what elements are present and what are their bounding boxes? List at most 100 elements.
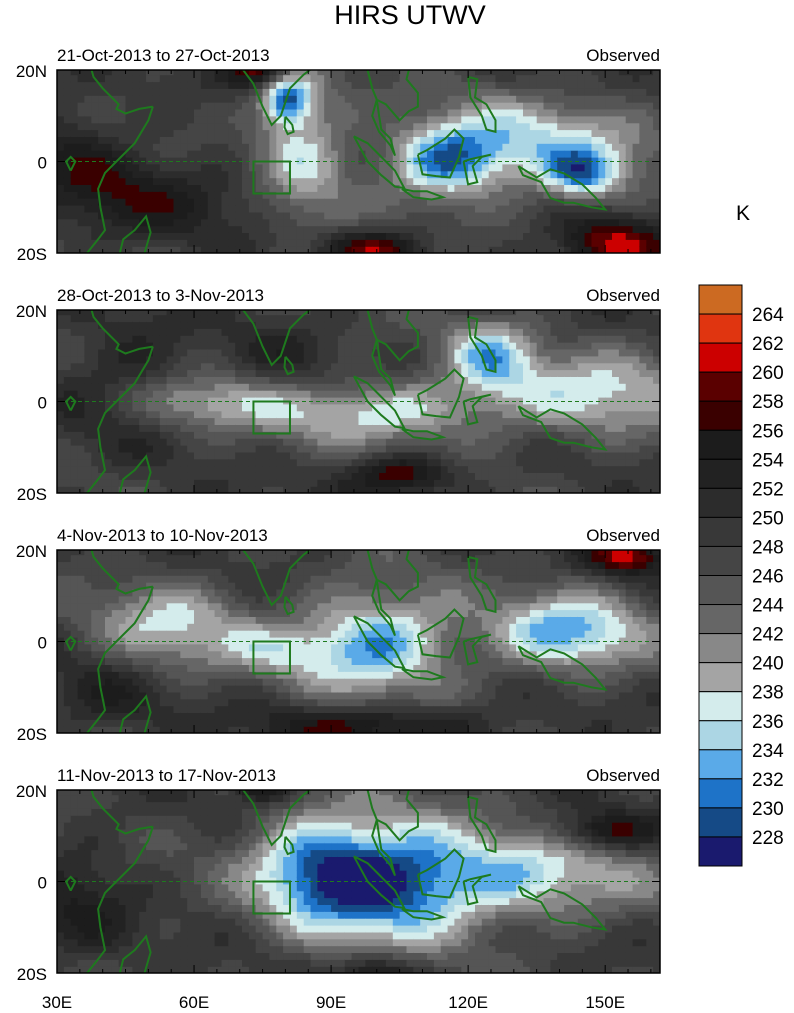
- field-cell: [63, 205, 72, 213]
- field-cell: [173, 376, 181, 384]
- field-cell: [516, 383, 524, 391]
- field-cell: [612, 321, 620, 329]
- field-cell: [475, 445, 483, 453]
- field-cell: [152, 321, 161, 329]
- field-cell: [577, 458, 586, 467]
- field-cell: [111, 355, 120, 364]
- field-cell: [118, 376, 127, 384]
- field-cell: [550, 95, 558, 103]
- field-cell: [132, 170, 140, 179]
- field-cell: [475, 472, 483, 480]
- field-cell: [536, 211, 545, 220]
- field-cell: [91, 108, 99, 117]
- field-cell: [139, 348, 147, 357]
- field-cell: [454, 170, 462, 179]
- field-cell: [632, 369, 641, 377]
- field-cell: [612, 115, 620, 124]
- field-cell: [200, 376, 209, 384]
- field-cell: [331, 376, 339, 384]
- field-cell: [516, 218, 524, 227]
- field-cell: [536, 218, 545, 227]
- field-cell: [392, 479, 401, 487]
- field-cell: [200, 211, 209, 220]
- field-cell: [433, 355, 442, 364]
- field-cell: [283, 431, 291, 439]
- field-cell: [351, 451, 360, 460]
- field-cell: [235, 335, 243, 343]
- field-cell: [214, 396, 223, 405]
- field-cell: [344, 383, 353, 391]
- field-cell: [255, 88, 264, 96]
- field-cell: [180, 314, 188, 323]
- field-cell: [461, 472, 469, 480]
- field-cell: [235, 314, 243, 323]
- field-cell: [310, 225, 318, 233]
- field-cell: [91, 335, 99, 343]
- field-cell: [91, 170, 99, 179]
- field-cell: [550, 465, 558, 473]
- field-cell: [639, 108, 647, 117]
- field-cell: [509, 150, 517, 158]
- field-cell: [125, 143, 133, 151]
- field-cell: [98, 458, 106, 467]
- field-cell: [618, 410, 627, 419]
- field-cell: [324, 246, 332, 253]
- field-cell: [77, 225, 86, 233]
- field-cell: [509, 410, 517, 419]
- field-cell: [269, 211, 277, 220]
- field-cell: [358, 74, 366, 83]
- field-cell: [290, 451, 298, 460]
- field-cell: [495, 191, 503, 199]
- field-cell: [296, 479, 305, 487]
- field-cell: [420, 396, 428, 405]
- field-cell: [269, 95, 277, 103]
- field-cell: [84, 102, 92, 110]
- field-cell: [488, 328, 497, 336]
- field-cell: [653, 369, 660, 377]
- field-cell: [146, 163, 154, 172]
- field-cell: [146, 205, 154, 213]
- field-cell: [317, 342, 325, 350]
- field-cell: [488, 74, 497, 83]
- field-cell: [221, 396, 229, 405]
- field-cell: [139, 122, 147, 131]
- field-cell: [139, 143, 147, 151]
- field-cell: [187, 328, 195, 336]
- field-cell: [509, 143, 517, 151]
- field-cell: [324, 458, 332, 467]
- field-cell: [639, 403, 647, 412]
- field-cell: [536, 486, 545, 493]
- field-cell: [214, 156, 223, 165]
- field-cell: [577, 342, 586, 350]
- field-cell: [310, 246, 318, 253]
- field-cell: [214, 232, 223, 240]
- field-cell: [344, 191, 353, 199]
- field-cell: [221, 410, 229, 419]
- field-cell: [276, 355, 284, 364]
- field-cell: [139, 81, 147, 89]
- field-cell: [235, 348, 243, 357]
- field-cell: [152, 177, 161, 185]
- field-cell: [57, 602, 65, 611]
- field-cell: [433, 198, 442, 206]
- field-cell: [91, 136, 99, 144]
- field-cell: [427, 390, 435, 398]
- field-cell: [433, 310, 442, 316]
- field-cell: [591, 163, 599, 172]
- field-cell: [118, 218, 127, 227]
- field-cell: [570, 328, 579, 336]
- field-cell: [91, 246, 99, 253]
- field-cell: [317, 232, 325, 240]
- field-cell: [221, 177, 229, 185]
- field-cell: [77, 102, 86, 110]
- field-cell: [550, 129, 558, 137]
- field-cell: [255, 163, 264, 172]
- field-cell: [413, 246, 421, 253]
- field-cell: [646, 362, 654, 371]
- field-cell: [200, 239, 209, 247]
- field-cell: [495, 348, 503, 357]
- field-cell: [255, 136, 264, 144]
- field-cell: [303, 156, 312, 165]
- field-cell: [344, 479, 353, 487]
- field-cell: [406, 438, 414, 446]
